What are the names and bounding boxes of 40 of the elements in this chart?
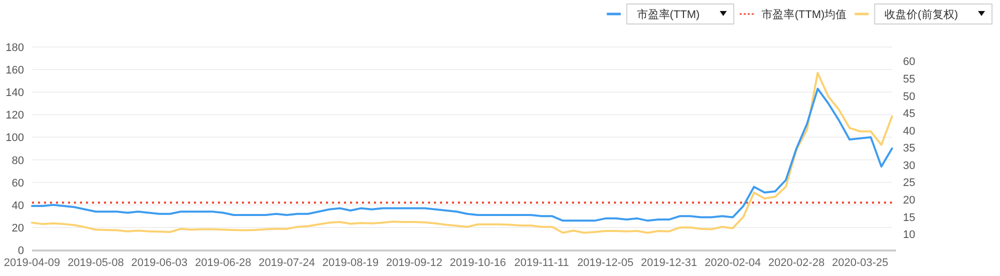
y2-tick-label: 45 (903, 108, 916, 120)
y-tick-label: 100 (6, 132, 24, 144)
y2-tick-label: 20 (903, 194, 916, 207)
x-tick-label: 2019-04-09 (4, 257, 60, 269)
x-tick-label: 2020-03-25 (832, 257, 888, 269)
x-tick-label: 2019-05-08 (68, 257, 124, 269)
line-series (31, 72, 893, 234)
y-tick-label: 40 (12, 200, 24, 212)
y2-tick-label: 50 (903, 90, 916, 103)
x-tick-label: 2020-02-28 (768, 257, 825, 269)
x-tick-label: 2019-07-24 (258, 257, 315, 269)
y2-tick-label: 55 (903, 73, 916, 86)
x-tick-label: 2019-06-03 (131, 257, 188, 269)
x-tick-label: 2019-08-19 (322, 257, 379, 269)
x-tick-label: 2019-06-28 (194, 257, 252, 269)
x-tick-label: 2019-11-11 (514, 257, 569, 269)
y-tick-label: 140 (6, 87, 24, 100)
y2-tick-label: 15 (903, 212, 916, 224)
x-tick-label: 2019-12-05 (577, 257, 634, 269)
line-series (31, 88, 893, 222)
y-tick-label: 0 (18, 245, 24, 257)
y-tick-label: 80 (12, 154, 24, 167)
x-tick-label: 2019-09-12 (386, 257, 442, 269)
y2-tick-label: 30 (903, 160, 916, 172)
y2-tick-label: 25 (903, 177, 916, 190)
x-tick-label: 2019-12-31 (640, 257, 698, 269)
legend-label: 市盈率(TTM)均值 (762, 8, 847, 21)
y-tick-label: 20 (12, 222, 24, 234)
y2-tick-label: 60 (903, 56, 916, 68)
legend-label: 市盈率(TTM) (636, 8, 700, 21)
legend-label: 收盘价(前复权) (884, 9, 958, 21)
y-tick-label: 160 (6, 64, 24, 77)
y-tick-label: 60 (12, 177, 24, 190)
x-tick-label: 2019-10-16 (450, 257, 506, 269)
y2-tick-label: 35 (903, 142, 916, 155)
y2-tick-label: 40 (903, 125, 916, 138)
y-tick-label: 180 (6, 42, 24, 54)
y-tick-label: 120 (6, 110, 24, 122)
x-tick-label: 2020-02-04 (704, 257, 761, 269)
y2-tick-label: 10 (903, 229, 916, 242)
